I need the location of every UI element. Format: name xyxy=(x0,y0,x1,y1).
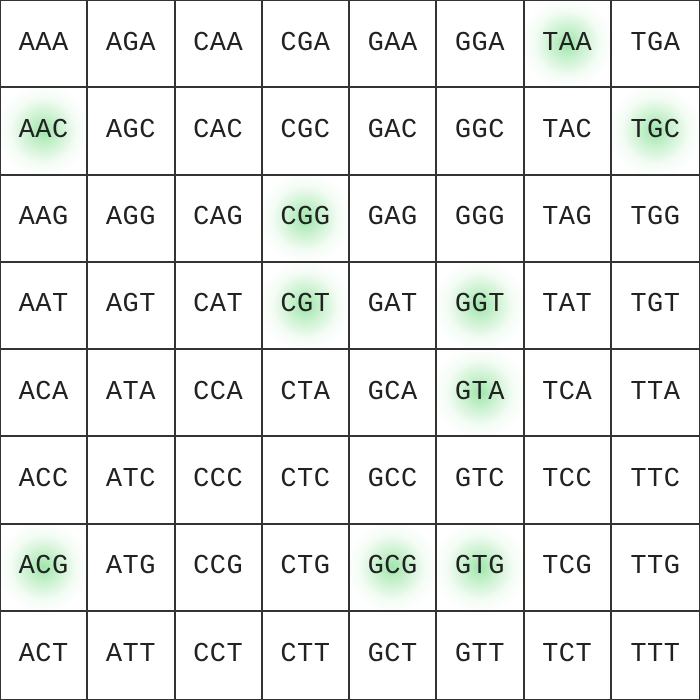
codon-cell-ata[interactable]: ATA xyxy=(88,350,176,438)
codon-cell-ccc[interactable]: CCC xyxy=(175,437,263,525)
codon-cell-agg[interactable]: AGG xyxy=(88,175,176,263)
codon-cell-cgc[interactable]: CGC xyxy=(262,88,350,176)
codon-cell-ggt[interactable]: GGT xyxy=(437,262,525,350)
codon-cell-cac[interactable]: CAC xyxy=(175,88,263,176)
codon-cell-gta[interactable]: GTA xyxy=(437,350,525,438)
codon-cell-gaa[interactable]: GAA xyxy=(350,1,438,89)
codon-cell-taa[interactable]: TAA xyxy=(524,1,612,89)
codon-cell-ctc[interactable]: CTC xyxy=(262,437,350,525)
codon-cell-agc[interactable]: AGC xyxy=(88,88,176,176)
codon-cell-tgc[interactable]: TGC xyxy=(611,88,699,176)
codon-cell-ggc[interactable]: GGC xyxy=(437,88,525,176)
codon-cell-acg[interactable]: ACG xyxy=(1,524,89,612)
codon-cell-ttg[interactable]: TTG xyxy=(611,525,699,612)
codon-cell-ttt[interactable]: TTT xyxy=(630,640,681,671)
codon-cell-agt[interactable]: AGT xyxy=(88,262,176,350)
codon-cell-aag[interactable]: AAG xyxy=(1,175,89,263)
codon-cell-cta[interactable]: CTA xyxy=(262,350,350,438)
codon-cell-ttc[interactable]: TTC xyxy=(611,437,699,525)
codon-cell-gtt[interactable]: GTT xyxy=(437,611,525,699)
codon-cell-cgt[interactable]: CGT xyxy=(262,262,350,350)
codon-cell-tgt[interactable]: TGT xyxy=(611,263,699,350)
codon-cell-cag[interactable]: CAG xyxy=(175,175,263,263)
codon-cell-cct[interactable]: CCT xyxy=(176,611,263,699)
codon-cell-gtg[interactable]: GTG xyxy=(437,524,525,612)
codon-cell-gct[interactable]: GCT xyxy=(350,611,438,699)
codon-cell-tca[interactable]: TCA xyxy=(524,350,612,438)
codon-cell-atc[interactable]: ATC xyxy=(88,437,176,525)
codon-cell-cga[interactable]: CGA xyxy=(262,1,350,89)
codon-cell-gcc[interactable]: GCC xyxy=(350,437,438,525)
codon-cell-cgg[interactable]: CGG xyxy=(262,175,350,263)
codon-cell-gag[interactable]: GAG xyxy=(350,175,438,263)
codon-cell-att[interactable]: ATT xyxy=(88,611,176,699)
codon-cell-tga[interactable]: TGA xyxy=(611,1,699,89)
codon-cell-ctg[interactable]: CTG xyxy=(262,524,350,612)
codon-cell-cca[interactable]: CCA xyxy=(175,350,263,438)
codon-cell-aaa[interactable]: AAA xyxy=(1,1,89,89)
codon-cell-gac[interactable]: GAC xyxy=(350,88,438,176)
codon-cell-tta[interactable]: TTA xyxy=(611,350,699,438)
codon-cell-ctt[interactable]: CTT xyxy=(263,611,350,699)
codon-cell-gga[interactable]: GGA xyxy=(437,1,525,89)
codon-cell-atg[interactable]: ATG xyxy=(88,524,176,612)
codon-cell-aat[interactable]: AAT xyxy=(1,262,89,350)
codon-cell-acc[interactable]: ACC xyxy=(1,437,89,525)
codon-cell-gat[interactable]: GAT xyxy=(350,262,438,350)
codon-cell-tac[interactable]: TAC xyxy=(524,88,612,176)
codon-cell-gca[interactable]: GCA xyxy=(350,350,438,438)
codon-cell-tag[interactable]: TAG xyxy=(524,175,612,263)
codon-cell-ggg[interactable]: GGG xyxy=(437,175,525,263)
codon-cell-gtc[interactable]: GTC xyxy=(437,437,525,525)
codon-cell-aga[interactable]: AGA xyxy=(88,1,176,89)
codon-cell-cat[interactable]: CAT xyxy=(175,262,263,350)
codon-cell-tct[interactable]: TCT xyxy=(525,611,612,699)
codon-cell-ccg[interactable]: CCG xyxy=(175,524,263,612)
codon-cell-tcg[interactable]: TCG xyxy=(524,524,612,612)
codon-cell-tcc[interactable]: TCC xyxy=(524,437,612,525)
codon-cell-aac[interactable]: AAC xyxy=(1,88,89,176)
codon-cell-gcg[interactable]: GCG xyxy=(350,524,438,612)
codon-cell-act[interactable]: ACT xyxy=(1,611,89,699)
codon-cell-tgg[interactable]: TGG xyxy=(611,176,699,263)
codon-cell-tat[interactable]: TAT xyxy=(524,262,612,350)
codon-cell-caa[interactable]: CAA xyxy=(175,1,263,89)
codon-cell-aca[interactable]: ACA xyxy=(1,350,89,438)
